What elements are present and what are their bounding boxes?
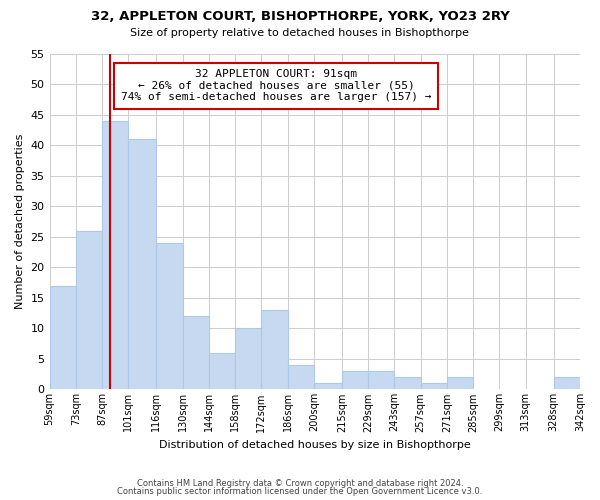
Bar [102, 121, 128, 390]
Bar [368, 371, 394, 390]
X-axis label: Distribution of detached houses by size in Bishopthorpe: Distribution of detached houses by size … [159, 440, 470, 450]
Text: Contains public sector information licensed under the Open Government Licence v3: Contains public sector information licen… [118, 487, 482, 496]
Y-axis label: Number of detached properties: Number of detached properties [15, 134, 25, 310]
Bar [394, 377, 421, 390]
Text: Contains HM Land Registry data © Crown copyright and database right 2024.: Contains HM Land Registry data © Crown c… [137, 478, 463, 488]
Bar [182, 316, 209, 390]
Bar [128, 140, 157, 390]
Bar [342, 371, 368, 390]
Bar [447, 377, 473, 390]
Bar [235, 328, 262, 390]
Text: Size of property relative to detached houses in Bishopthorpe: Size of property relative to detached ho… [131, 28, 470, 38]
Bar [262, 310, 287, 390]
Text: 32, APPLETON COURT, BISHOPTHORPE, YORK, YO23 2RY: 32, APPLETON COURT, BISHOPTHORPE, YORK, … [91, 10, 509, 23]
Bar [287, 365, 314, 390]
Bar [421, 384, 447, 390]
Bar [157, 243, 182, 390]
Bar [50, 286, 76, 390]
Bar [314, 384, 342, 390]
Bar [76, 231, 102, 390]
Bar [554, 377, 580, 390]
Text: 32 APPLETON COURT: 91sqm
← 26% of detached houses are smaller (55)
74% of semi-d: 32 APPLETON COURT: 91sqm ← 26% of detach… [121, 69, 431, 102]
Bar [209, 353, 235, 390]
